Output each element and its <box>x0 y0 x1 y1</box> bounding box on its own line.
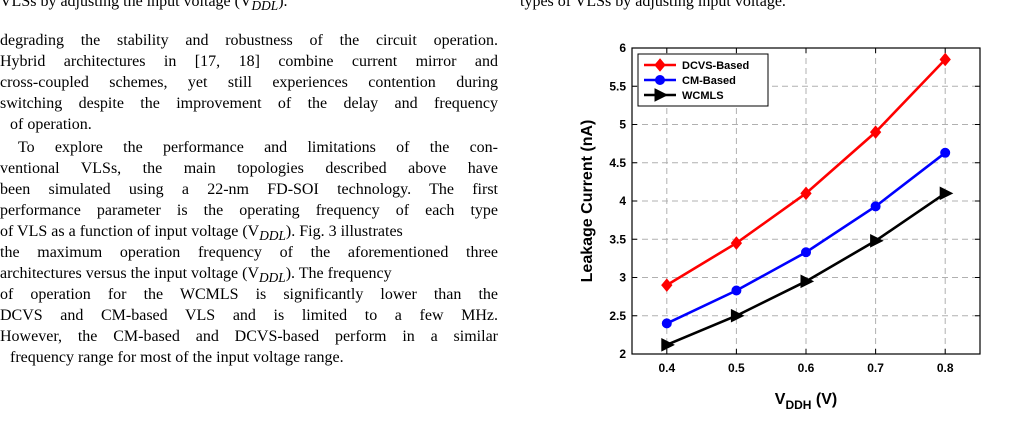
x-tick-label: 0.7 <box>867 361 884 375</box>
right-figure-column: types of VLSs by adjusting input voltage… <box>520 0 1021 429</box>
subscript: DDL <box>259 228 286 244</box>
y-tick-label: 5.5 <box>609 79 626 93</box>
x-axis-label: VDDH (V) <box>775 391 837 412</box>
subscript: DDL <box>259 270 286 286</box>
data-point <box>870 201 881 212</box>
text-line-part: ). Fig. 3 illustrates <box>285 223 403 240</box>
y-tick-label: 4 <box>619 194 626 208</box>
cut-text-line: VLSs by adjusting the input voltage (VDD… <box>0 0 288 16</box>
cut-line-text: VLSs by adjusting the input voltage (V <box>0 0 252 10</box>
text-line-part: of VLS as a function of input voltage (V <box>0 223 260 240</box>
cut-text-line-right: types of VLSs by adjusting input voltage… <box>520 0 786 10</box>
y-tick-label: 2 <box>619 347 626 361</box>
text-line: been simulated using a 22-nm FD-SOI tech… <box>0 181 498 198</box>
text-line: the maximum operation frequency of the a… <box>0 244 498 261</box>
data-point <box>939 186 954 201</box>
data-point <box>800 186 812 201</box>
data-point <box>801 247 811 258</box>
text-line: ventional VLSs, the main topologies desc… <box>0 160 498 177</box>
text-line-part: ). The frequency <box>285 265 392 282</box>
data-point <box>661 318 672 329</box>
data-point <box>730 308 745 323</box>
series-wcmls <box>661 186 954 352</box>
text-line: To explore the performance and limitatio… <box>18 139 498 156</box>
data-point <box>869 125 882 139</box>
legend-marker <box>654 58 666 72</box>
cut-line-subscript: DDL <box>251 0 279 14</box>
data-point <box>731 285 742 296</box>
series-dcvs-based <box>661 52 951 292</box>
text-line: cross-coupled schemes, yet still experie… <box>0 74 498 91</box>
text-line: DCVS and CM-based VLS and is limited to … <box>0 307 498 324</box>
x-tick-label: 0.8 <box>937 361 954 375</box>
text-line: of operation for the WCMLS is significan… <box>0 286 498 303</box>
text-line: of operation. <box>10 116 92 133</box>
text-line: frequency range for most of the input vo… <box>10 349 344 366</box>
axes-frame <box>631 47 981 355</box>
y-tick-label: 3 <box>619 271 626 285</box>
legend-label: DCVS-Based <box>682 60 749 72</box>
left-text-column: VLSs by adjusting the input voltage (VDD… <box>0 0 500 429</box>
text-line-part: architectures versus the input voltage (… <box>0 265 260 282</box>
text-line: architectures versus the input voltage (… <box>0 264 392 288</box>
x-tick-label: 0.4 <box>658 361 675 375</box>
leakage-current-figure: 2 2.5 3 3.5 4 4.5 5 5.5 6 0.4 0.5 0.6 0.7 0.8 Leakage … <box>550 36 990 416</box>
x-tick-label: 0.5 <box>728 361 745 375</box>
y-tick-label: 5 <box>619 118 626 132</box>
text-line: However, the CM-based and DCVS-based per… <box>0 328 498 345</box>
text-line: Hybrid architectures in [17, 18] combine… <box>0 53 498 70</box>
y-tick-label: 6 <box>619 41 626 55</box>
legend-label: CM-Based <box>682 75 736 87</box>
data-point <box>870 233 884 248</box>
data-point <box>730 236 743 250</box>
y-tick-label: 3.5 <box>609 232 626 246</box>
text-line: switching despite the improvement of the… <box>0 95 498 112</box>
leakage-current-chart: 2 2.5 3 3.5 4 4.5 5 5.5 6 0.4 0.5 0.6 0.7 0.8 Leakage … <box>579 41 981 412</box>
y-axis-label: Leakage Current (nA) <box>579 120 596 283</box>
data-point <box>939 52 951 67</box>
data-point <box>800 274 815 289</box>
y-tick-label: 4.5 <box>609 156 626 170</box>
y-tick-label: 2.5 <box>609 309 626 323</box>
text-line: degrading the stability and robustness o… <box>0 32 498 49</box>
series-cm-based <box>661 147 951 329</box>
cut-line-end: ). <box>278 0 288 10</box>
data-point <box>661 338 675 352</box>
data-point <box>940 147 951 158</box>
legend-marker <box>655 75 665 85</box>
legend: DCVS-Based CM-Based WCMLS <box>637 53 769 107</box>
legend-label: WCMLS <box>682 90 724 102</box>
text-line: performance parameter is the operating f… <box>0 202 498 219</box>
legend-marker <box>654 88 669 102</box>
x-tick-label: 0.6 <box>798 361 815 375</box>
text-line: of VLS as a function of input voltage (V… <box>0 222 403 246</box>
data-point <box>661 278 673 292</box>
